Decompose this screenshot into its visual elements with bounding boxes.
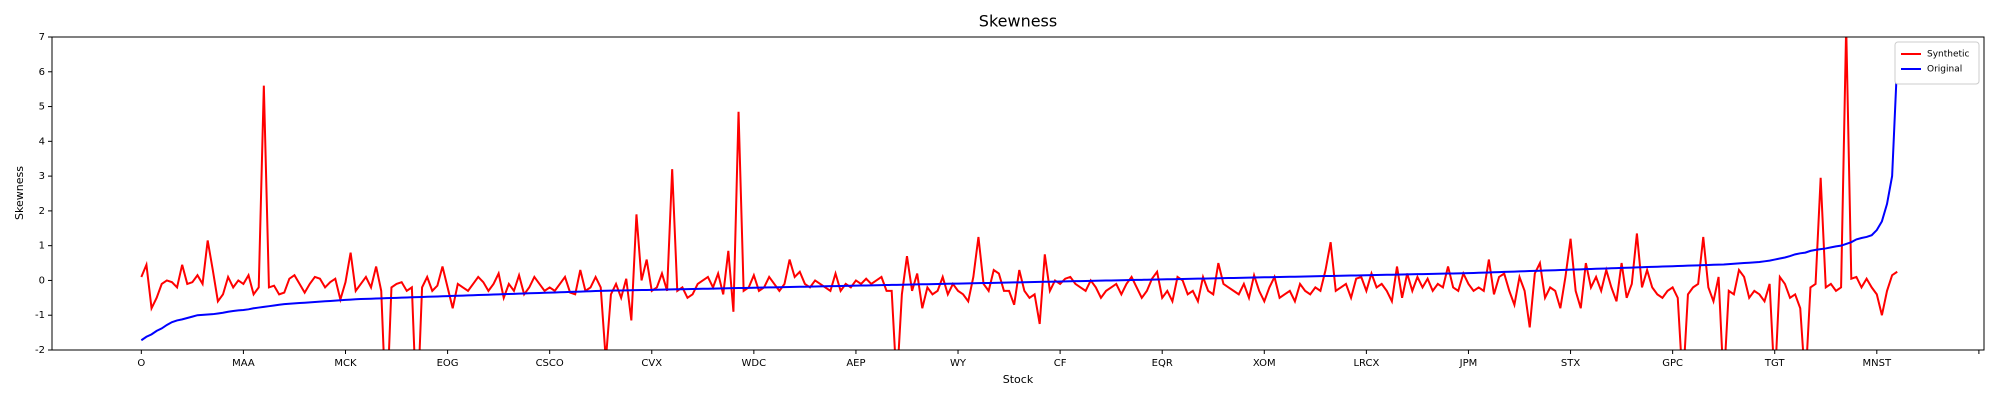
x-tick-label: MCK xyxy=(334,358,357,369)
x-tick-label: MAA xyxy=(232,358,255,369)
y-tick-label: -2 xyxy=(35,345,45,356)
x-tick-label: TGT xyxy=(1764,358,1786,369)
x-tick-label: CF xyxy=(1054,358,1067,369)
y-axis-label: Skewness xyxy=(13,166,26,220)
plot-frame xyxy=(51,36,1985,351)
x-tick-label: O xyxy=(137,358,145,369)
x-tick-label: GPC xyxy=(1662,358,1683,369)
x-tick-label: STX xyxy=(1561,358,1580,369)
legend-label: Original xyxy=(1927,65,1962,75)
chart-title: Skewness xyxy=(979,12,1057,31)
legend-box xyxy=(1894,41,1980,85)
y-tick-label: 7 xyxy=(39,32,45,43)
plot-lines xyxy=(140,37,1899,350)
y-tick-label: 2 xyxy=(39,206,45,217)
y-tick-label: 5 xyxy=(39,102,45,113)
x-tick-label: LRCX xyxy=(1353,358,1379,369)
y-tick-label: 0 xyxy=(39,275,45,286)
series-line xyxy=(140,37,1898,350)
y-tick-label: -1 xyxy=(35,310,45,321)
x-tick-label: CSCO xyxy=(536,358,564,369)
x-axis-label: Stock xyxy=(1003,373,1034,386)
x-tick-label: WDC xyxy=(742,358,767,369)
x-tick-label: JPM xyxy=(1459,358,1478,369)
x-tick-label: EQR xyxy=(1152,358,1173,369)
x-tick-label: MNST xyxy=(1863,358,1892,369)
x-tick-label: EOG xyxy=(437,358,459,369)
x-tick-label: WY xyxy=(950,358,967,369)
x-tick-label: CVX xyxy=(641,358,662,369)
y-tick-label: 3 xyxy=(39,171,45,182)
legend-label: Synthetic xyxy=(1927,50,1970,60)
x-tick-label: XOM xyxy=(1253,358,1276,369)
x-tick-label: AEP xyxy=(846,358,865,369)
series-line xyxy=(140,61,1899,342)
y-tick-label: 4 xyxy=(39,136,45,147)
y-tick-label: 1 xyxy=(39,241,45,252)
y-tick-label: 6 xyxy=(39,67,45,78)
